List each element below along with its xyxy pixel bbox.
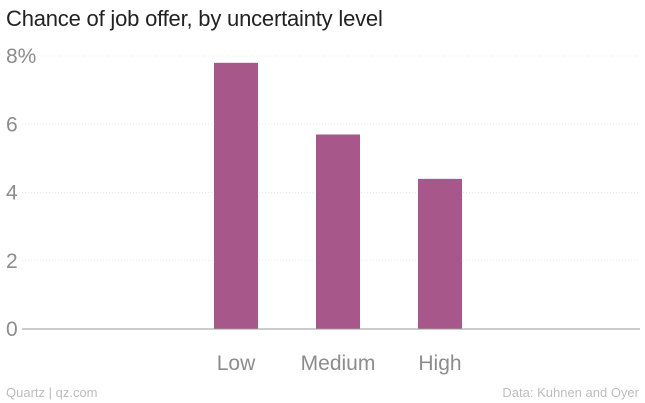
y-axis-tick-labels: 0 2 4 6 8% <box>6 45 36 341</box>
bar-low <box>214 62 258 329</box>
bars <box>214 62 462 329</box>
y-tick-label: 0 <box>6 318 18 341</box>
y-tick-label: 8% <box>6 45 36 68</box>
y-tick-label: 4 <box>6 182 18 205</box>
data-source: Data: Kuhnen and Oyer <box>502 385 639 400</box>
x-tick-label-high: High <box>418 352 461 375</box>
x-axis-tick-labels: Low Medium High <box>217 352 462 375</box>
bar-medium <box>316 134 360 329</box>
y-tick-label: 6 <box>6 113 18 136</box>
y-tick-label: 2 <box>6 250 18 273</box>
bar-high <box>418 178 462 329</box>
x-tick-label-medium: Medium <box>301 352 376 375</box>
source-credit: Quartz | qz.com <box>6 385 98 400</box>
x-tick-label-low: Low <box>217 352 256 375</box>
chart-title: Chance of job offer, by uncertainty leve… <box>6 6 383 31</box>
